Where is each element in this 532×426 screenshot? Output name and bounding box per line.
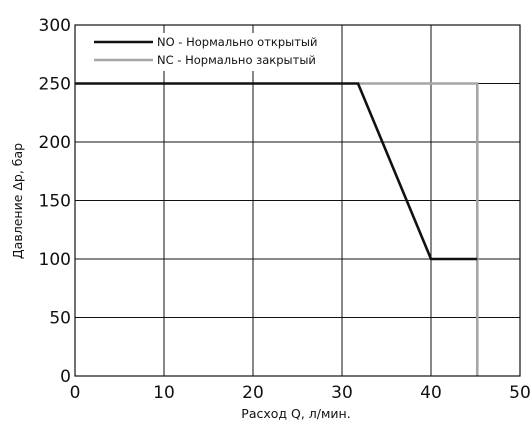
tick-labels: 0 10 20 30 40 50 0 50 100 150 200 250 300 [39,16,531,403]
plot-frame [74,24,521,377]
legend-label-no: NO - Нормально открытый [157,35,317,49]
x-tick-label: 20 [242,383,264,403]
y-tick-label: 200 [39,133,71,153]
x-axis-label: Расход Q, л/мин. [241,406,350,421]
y-tick-label: 50 [49,309,71,329]
legend: NO - Нормально открытый NC - Нормально з… [85,33,317,71]
y-axis-label: Давление Δp, бар [10,143,25,259]
x-tick-label: 10 [153,383,175,403]
x-tick-label: 0 [70,383,81,403]
y-tick-label: 250 [39,75,71,95]
x-tick-label: 50 [509,383,531,403]
y-tick-label: 300 [39,16,71,36]
series-line-no [75,82,478,261]
grid [75,25,520,376]
y-tick-label: 150 [39,192,71,212]
legend-box [85,33,315,71]
x-tick-label: 40 [420,383,442,403]
y-tick-label: 100 [39,250,71,270]
x-tick-label: 30 [331,383,353,403]
legend-label-nc: NC - Нормально закрытый [157,53,316,67]
series-layer [75,82,479,376]
series-line-nc [358,82,479,376]
y-tick-label: 0 [60,367,71,387]
